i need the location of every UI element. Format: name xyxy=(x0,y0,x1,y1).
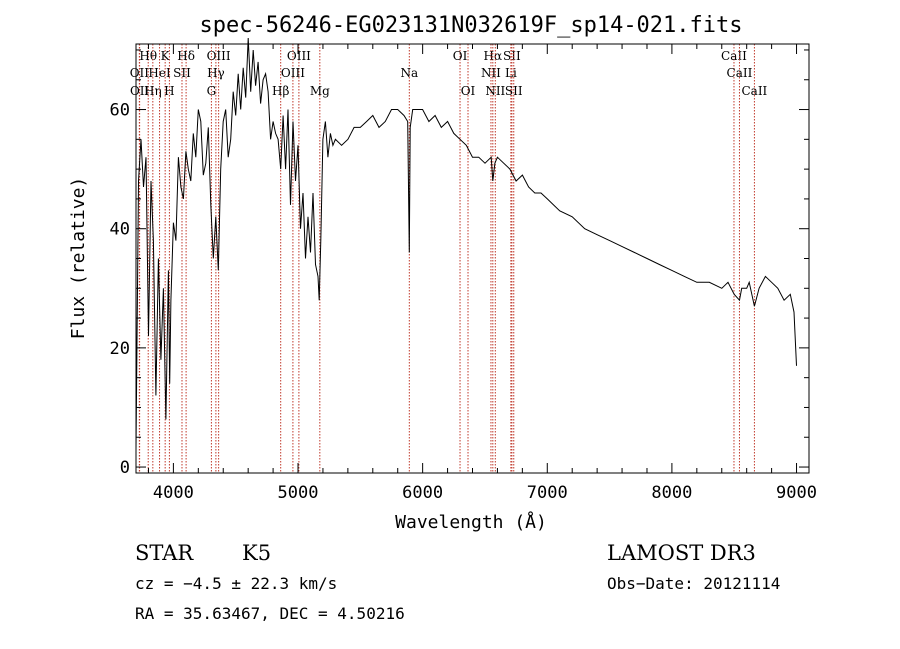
marker-label: Hθ xyxy=(139,49,157,63)
marker-label: Li xyxy=(505,66,517,80)
marker-label: Na xyxy=(400,66,418,80)
marker-label: CaII xyxy=(741,84,767,98)
marker-label: NII xyxy=(481,66,501,80)
marker-label: Hγ xyxy=(207,66,225,80)
marker-label: SII xyxy=(173,66,191,80)
redshift-text: cz = −4.5 ± 22.3 km/s xyxy=(135,574,337,593)
plot-frame xyxy=(135,43,810,474)
y-tick-label: 20 xyxy=(110,339,130,359)
marker-label: Hη xyxy=(144,84,162,98)
y-tick-label: 0 xyxy=(120,458,130,478)
survey-label: LAMOST DR3 xyxy=(607,541,756,565)
marker-label: SII xyxy=(503,49,521,63)
obs-date-text: Obs−Date: 20121114 xyxy=(607,574,780,593)
y-axis-label: Flux (relative) xyxy=(68,177,89,340)
marker-label: G xyxy=(207,84,217,98)
marker-label: SII xyxy=(505,84,523,98)
y-tick-label: 40 xyxy=(110,220,130,240)
coordinates-text: RA = 35.63467, DEC = 4.50216 xyxy=(135,604,405,623)
marker-label: OI xyxy=(453,49,468,63)
x-tick-label: 6000 xyxy=(402,483,443,503)
x-tick-label: 5000 xyxy=(278,483,319,503)
marker-label: OIII xyxy=(287,49,311,63)
x-tick-label: 7000 xyxy=(527,483,568,503)
x-tick-label: 8000 xyxy=(651,483,692,503)
marker-label: CaII xyxy=(727,66,753,80)
marker-label: K xyxy=(161,49,171,63)
y-tick-label: 60 xyxy=(110,101,130,121)
marker-label: HeI xyxy=(148,66,171,80)
marker-label: OIII xyxy=(281,66,305,80)
marker-label: CaII xyxy=(721,49,747,63)
x-tick-label: 9000 xyxy=(776,483,817,503)
marker-label: Hδ xyxy=(177,49,195,63)
marker-label: Mg xyxy=(310,84,330,98)
marker-label: H xyxy=(164,84,174,98)
x-tick-label: 4000 xyxy=(153,483,194,503)
marker-label: NII xyxy=(485,84,505,98)
marker-label: OI xyxy=(461,84,476,98)
chart-title: spec-56246-EG023131N032619F_sp14-021.fit… xyxy=(199,13,742,38)
spectrum-line xyxy=(135,37,797,450)
marker-label: OII xyxy=(130,84,150,98)
subclass-label: K5 xyxy=(242,541,271,565)
class-label: STAR xyxy=(135,541,194,565)
x-axis-label: Wavelength (Å) xyxy=(395,511,547,533)
marker-label: OIII xyxy=(207,49,231,63)
axis-ticks: 4000 5000 6000 7000 8000 9000 0 20 40 60 xyxy=(110,44,817,503)
marker-label: Hα xyxy=(484,49,503,63)
marker-label: OII xyxy=(130,66,150,80)
marker-label: Hβ xyxy=(272,84,289,98)
